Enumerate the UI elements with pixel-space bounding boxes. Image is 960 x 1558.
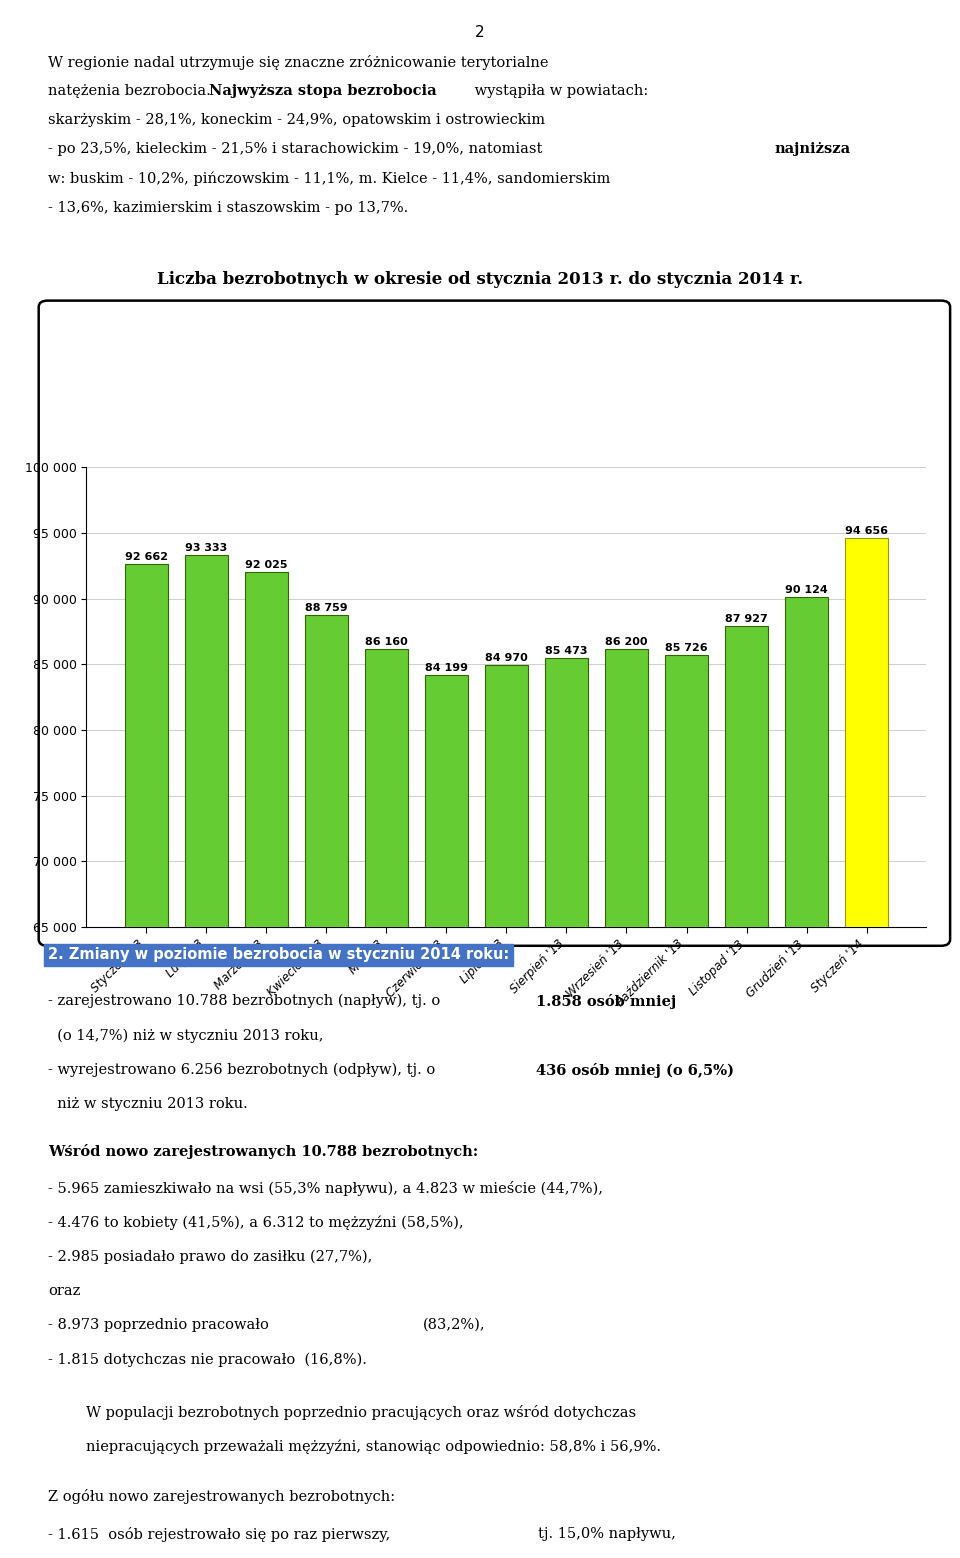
Text: niż w styczniu 2013 roku.: niż w styczniu 2013 roku. [48, 1097, 248, 1111]
Bar [785, 597, 828, 1558]
Text: 1.858 osób mniej: 1.858 osób mniej [536, 994, 676, 1010]
Bar [184, 555, 228, 1558]
Bar [665, 654, 708, 1558]
Text: (83,2%),: (83,2%), [422, 1318, 485, 1332]
Text: 94 656: 94 656 [845, 525, 888, 536]
Text: - 1.815 dotychczas nie pracowało  (16,8%).: - 1.815 dotychczas nie pracowało (16,8%)… [48, 1352, 367, 1366]
Bar [125, 564, 168, 1558]
Bar [485, 665, 528, 1558]
Text: 92 025: 92 025 [245, 561, 287, 570]
Bar [365, 650, 408, 1558]
Text: natężenia bezrobocia.: natężenia bezrobocia. [48, 84, 215, 98]
Bar [424, 675, 468, 1558]
Bar [845, 538, 888, 1558]
Text: 2. Zmiany w poziomie bezrobocia w styczniu 2014 roku:: 2. Zmiany w poziomie bezrobocia w styczn… [48, 947, 509, 963]
Text: - 5.965 zamieszkiwało na wsi (55,3% napływu), a 4.823 w mieście (44,7%),: - 5.965 zamieszkiwało na wsi (55,3% napł… [48, 1181, 603, 1197]
Text: - zarejestrowano 10.788 bezrobotnych (napływ), tj. o: - zarejestrowano 10.788 bezrobotnych (na… [48, 994, 444, 1008]
Text: 90 124: 90 124 [785, 586, 828, 595]
Text: najniższa: najniższa [775, 142, 851, 156]
Text: - 2.985 posiadało prawo do zasiłku (27,7%),: - 2.985 posiadało prawo do zasiłku (27,7… [48, 1250, 372, 1264]
Text: niepracujących przeważali mężzyźni, stanowiąc odpowiednio: 58,8% i 56,9%.: niepracujących przeważali mężzyźni, stan… [86, 1440, 661, 1454]
Bar [725, 626, 768, 1558]
Text: w: buskim - 10,2%, pińczowskim - 11,1%, m. Kielce - 11,4%, sandomierskim: w: buskim - 10,2%, pińczowskim - 11,1%, … [48, 171, 611, 187]
Text: tj. 15,0% napływu,: tj. 15,0% napływu, [538, 1527, 676, 1541]
Text: 85 473: 85 473 [545, 647, 588, 656]
Bar [245, 572, 288, 1558]
Text: skarżyskim - 28,1%, koneckim - 24,9%, opatowskim i ostrowieckim: skarżyskim - 28,1%, koneckim - 24,9%, op… [48, 114, 545, 128]
Text: - 4.476 to kobiety (41,5%), a 6.312 to mężzyźni (58,5%),: - 4.476 to kobiety (41,5%), a 6.312 to m… [48, 1215, 464, 1229]
Text: 436 osób mniej (o 6,5%): 436 osób mniej (o 6,5%) [536, 1063, 733, 1078]
Text: wystąpiła w powiatach:: wystąpiła w powiatach: [470, 84, 649, 98]
Text: - 1.615  osób rejestrowało się po raz pierwszy,: - 1.615 osób rejestrowało się po raz pie… [48, 1527, 391, 1542]
Text: 92 662: 92 662 [125, 552, 168, 562]
Text: Wśród nowo zarejestrowanych 10.788 bezrobotnych:: Wśród nowo zarejestrowanych 10.788 bezro… [48, 1144, 478, 1159]
Text: - wyrejestrowano 6.256 bezrobotnych (odpływ), tj. o: - wyrejestrowano 6.256 bezrobotnych (odp… [48, 1063, 440, 1077]
Text: Liczba bezrobotnych w okresie od stycznia 2013 r. do stycznia 2014 r.: Liczba bezrobotnych w okresie od styczni… [156, 271, 804, 288]
Text: W regionie nadal utrzymuje się znaczne zróżnicowanie terytorialne: W regionie nadal utrzymuje się znaczne z… [48, 55, 548, 70]
Bar [605, 648, 648, 1558]
Text: 88 759: 88 759 [305, 603, 348, 612]
Bar [545, 657, 588, 1558]
Text: - po 23,5%, kieleckim - 21,5% i starachowickim - 19,0%, natomiast: - po 23,5%, kieleckim - 21,5% i staracho… [48, 142, 547, 156]
Text: 84 199: 84 199 [425, 662, 468, 673]
Text: (o 14,7%) niż w styczniu 2013 roku,: (o 14,7%) niż w styczniu 2013 roku, [48, 1028, 324, 1042]
Text: 93 333: 93 333 [185, 544, 228, 553]
Text: Z ogółu nowo zarejestrowanych bezrobotnych:: Z ogółu nowo zarejestrowanych bezrobotny… [48, 1489, 396, 1505]
Text: Najwyższa stopa bezrobocia: Najwyższa stopa bezrobocia [209, 84, 437, 98]
Text: oraz: oraz [48, 1284, 81, 1298]
Text: 2: 2 [475, 25, 485, 41]
Text: W populacji bezrobotnych poprzednio pracujących oraz wśród dotychczas: W populacji bezrobotnych poprzednio prac… [86, 1405, 636, 1421]
Text: 86 200: 86 200 [605, 637, 648, 647]
Text: 84 970: 84 970 [485, 653, 528, 662]
Text: 86 160: 86 160 [365, 637, 408, 647]
Text: 85 726: 85 726 [665, 643, 708, 653]
Bar [304, 615, 348, 1558]
Text: 87 927: 87 927 [725, 614, 768, 623]
Text: - 13,6%, kazimierskim i staszowskim - po 13,7%.: - 13,6%, kazimierskim i staszowskim - po… [48, 201, 408, 215]
Text: - 8.973 poprzednio pracowało: - 8.973 poprzednio pracowało [48, 1318, 269, 1332]
